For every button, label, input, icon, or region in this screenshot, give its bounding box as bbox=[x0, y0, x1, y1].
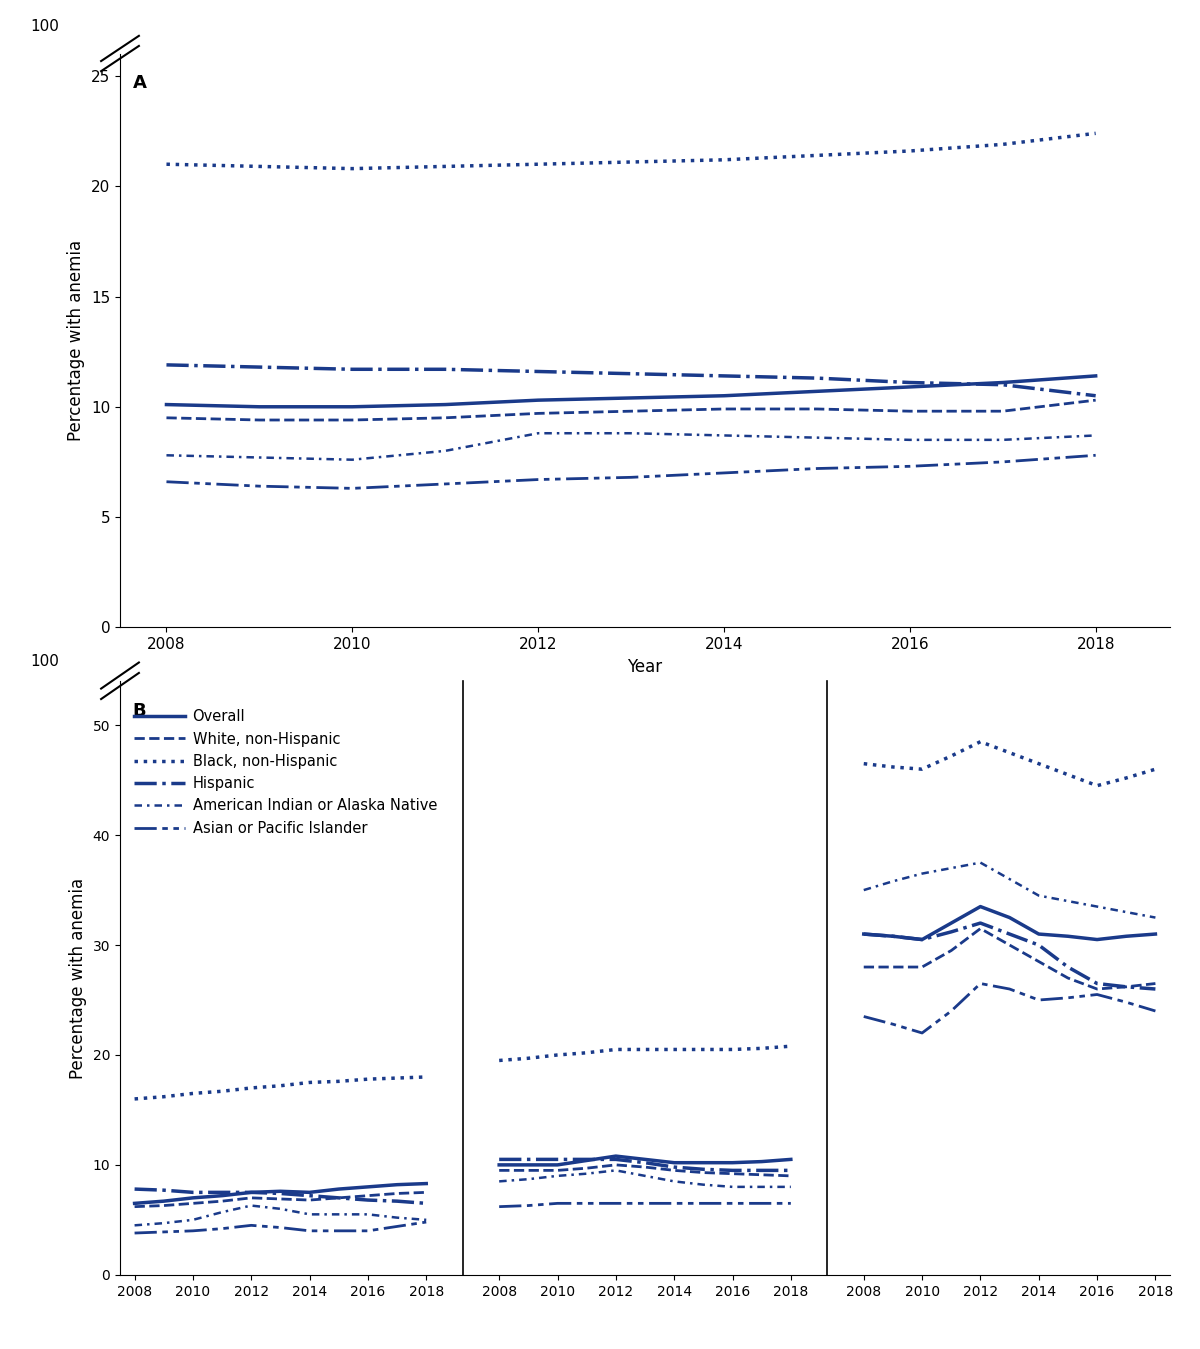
Text: A: A bbox=[132, 74, 146, 92]
Text: B: B bbox=[132, 701, 146, 720]
Text: 100: 100 bbox=[30, 19, 59, 34]
X-axis label: Year: Year bbox=[628, 657, 662, 676]
Y-axis label: Percentage with anemia: Percentage with anemia bbox=[70, 877, 88, 1079]
Y-axis label: Percentage with anemia: Percentage with anemia bbox=[67, 240, 85, 441]
Text: 100: 100 bbox=[30, 654, 59, 669]
Legend: Overall, White, non-Hispanic, Black, non-Hispanic, Hispanic, American Indian or : Overall, White, non-Hispanic, Black, non… bbox=[128, 703, 443, 842]
